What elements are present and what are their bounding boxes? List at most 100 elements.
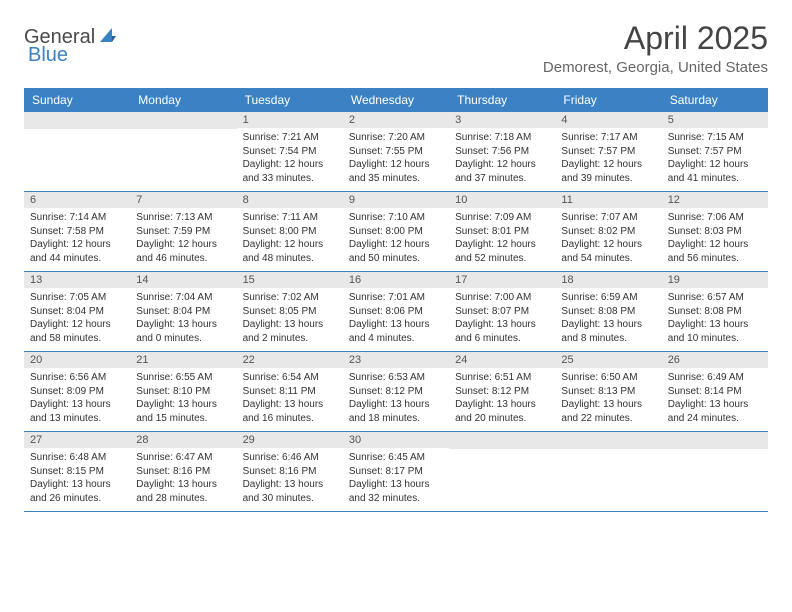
daylight-text: Daylight: 13 hours and 15 minutes. (136, 398, 230, 425)
daylight-text: Daylight: 13 hours and 30 minutes. (243, 478, 337, 505)
calendar-row: 20Sunrise: 6:56 AMSunset: 8:09 PMDayligh… (24, 352, 768, 432)
daylight-text: Daylight: 12 hours and 33 minutes. (243, 158, 337, 185)
sunrise-text: Sunrise: 7:13 AM (136, 211, 230, 225)
calendar-row: 1Sunrise: 7:21 AMSunset: 7:54 PMDaylight… (24, 112, 768, 192)
day-number (449, 432, 555, 449)
daylight-text: Daylight: 13 hours and 32 minutes. (349, 478, 443, 505)
sunrise-text: Sunrise: 6:57 AM (668, 291, 762, 305)
daylight-text: Daylight: 12 hours and 44 minutes. (30, 238, 124, 265)
day-number: 19 (662, 272, 768, 288)
location-text: Demorest, Georgia, United States (543, 59, 768, 76)
daylight-text: Daylight: 12 hours and 41 minutes. (668, 158, 762, 185)
sunset-text: Sunset: 8:17 PM (349, 465, 443, 479)
calendar-cell: 2Sunrise: 7:20 AMSunset: 7:55 PMDaylight… (343, 112, 449, 191)
calendar-cell: 4 Sunrise: 7:17 AMSunset: 7:57 PMDaylight… (555, 112, 661, 191)
calendar-cell: 10Sunrise: 7:09 AMSunset: 8:01 PMDayligh… (449, 192, 555, 271)
day-number: 1 (237, 112, 343, 128)
daylight-text: Daylight: 13 hours and 28 minutes. (136, 478, 230, 505)
calendar-cell: 26Sunrise: 6:49 AMSunset: 8:14 PMDayligh… (662, 352, 768, 431)
day-number: 5 (662, 112, 768, 128)
daylight-text: Daylight: 13 hours and 24 minutes. (668, 398, 762, 425)
day-number: 29 (237, 432, 343, 448)
sunset-text: Sunset: 8:09 PM (30, 385, 124, 399)
day-details: Sunrise: 6:46 AMSunset: 8:16 PMDaylight:… (237, 448, 343, 511)
sunrise-text: Sunrise: 6:51 AM (455, 371, 549, 385)
sunset-text: Sunset: 8:04 PM (30, 305, 124, 319)
day-number (662, 432, 768, 449)
day-header: Sunday (24, 88, 130, 112)
sunset-text: Sunset: 8:10 PM (136, 385, 230, 399)
sunrise-text: Sunrise: 7:04 AM (136, 291, 230, 305)
day-number: 13 (24, 272, 130, 288)
daylight-text: Daylight: 13 hours and 22 minutes. (561, 398, 655, 425)
daylight-text: Daylight: 13 hours and 20 minutes. (455, 398, 549, 425)
sunrise-text: Sunrise: 6:56 AM (30, 371, 124, 385)
sunset-text: Sunset: 8:11 PM (243, 385, 337, 399)
day-number: 24 (449, 352, 555, 368)
logo-line2: Blue (28, 44, 68, 67)
daylight-text: Daylight: 12 hours and 39 minutes. (561, 158, 655, 185)
sunset-text: Sunset: 8:00 PM (349, 225, 443, 239)
sunrise-text: Sunrise: 6:46 AM (243, 451, 337, 465)
calendar-cell: 8Sunrise: 7:11 AMSunset: 8:00 PMDaylight… (237, 192, 343, 271)
sunrise-text: Sunrise: 7:10 AM (349, 211, 443, 225)
day-number: 27 (24, 432, 130, 448)
sunrise-text: Sunrise: 7:06 AM (668, 211, 762, 225)
day-number: 6 (24, 192, 130, 208)
daylight-text: Daylight: 13 hours and 8 minutes. (561, 318, 655, 345)
sunset-text: Sunset: 7:59 PM (136, 225, 230, 239)
day-details: Sunrise: 7:15 AMSunset: 7:57 PMDaylight:… (662, 128, 768, 191)
daylight-text: Daylight: 12 hours and 56 minutes. (668, 238, 762, 265)
sunset-text: Sunset: 7:57 PM (561, 145, 655, 159)
day-details: Sunrise: 6:54 AMSunset: 8:11 PMDaylight:… (237, 368, 343, 431)
day-header: Wednesday (343, 88, 449, 112)
day-details: Sunrise: 6:53 AMSunset: 8:12 PMDaylight:… (343, 368, 449, 431)
daylight-text: Daylight: 13 hours and 6 minutes. (455, 318, 549, 345)
day-details: Sunrise: 7:04 AMSunset: 8:04 PMDaylight:… (130, 288, 236, 351)
daylight-text: Daylight: 12 hours and 35 minutes. (349, 158, 443, 185)
calendar-cell: 7Sunrise: 7:13 AMSunset: 7:59 PMDaylight… (130, 192, 236, 271)
calendar-cell: 23Sunrise: 6:53 AMSunset: 8:12 PMDayligh… (343, 352, 449, 431)
sunset-text: Sunset: 8:07 PM (455, 305, 549, 319)
sunset-text: Sunset: 7:57 PM (668, 145, 762, 159)
sunset-text: Sunset: 8:02 PM (561, 225, 655, 239)
day-number: 22 (237, 352, 343, 368)
day-details: Sunrise: 6:51 AMSunset: 8:12 PMDaylight:… (449, 368, 555, 431)
day-number: 7 (130, 192, 236, 208)
sunrise-text: Sunrise: 7:15 AM (668, 131, 762, 145)
calendar-row: 27Sunrise: 6:48 AMSunset: 8:15 PMDayligh… (24, 432, 768, 512)
day-number: 2 (343, 112, 449, 128)
calendar-cell: 11Sunrise: 7:07 AMSunset: 8:02 PMDayligh… (555, 192, 661, 271)
sunset-text: Sunset: 7:54 PM (243, 145, 337, 159)
day-details: Sunrise: 6:59 AMSunset: 8:08 PMDaylight:… (555, 288, 661, 351)
day-details: Sunrise: 6:48 AMSunset: 8:15 PMDaylight:… (24, 448, 130, 511)
calendar-cell-empty (555, 432, 661, 511)
day-number: 15 (237, 272, 343, 288)
daylight-text: Daylight: 12 hours and 48 minutes. (243, 238, 337, 265)
day-details: Sunrise: 7:09 AMSunset: 8:01 PMDaylight:… (449, 208, 555, 271)
sunset-text: Sunset: 8:13 PM (561, 385, 655, 399)
day-number (555, 432, 661, 449)
sunset-text: Sunset: 8:08 PM (561, 305, 655, 319)
daylight-text: Daylight: 12 hours and 52 minutes. (455, 238, 549, 265)
calendar-header-row: SundayMondayTuesdayWednesdayThursdayFrid… (24, 88, 768, 112)
calendar-cell-empty (24, 112, 130, 191)
sunrise-text: Sunrise: 7:07 AM (561, 211, 655, 225)
day-number: 4 (555, 112, 661, 128)
day-details: Sunrise: 7:18 AMSunset: 7:56 PMDaylight:… (449, 128, 555, 191)
calendar-body: 1Sunrise: 7:21 AMSunset: 7:54 PMDaylight… (24, 112, 768, 512)
daylight-text: Daylight: 13 hours and 2 minutes. (243, 318, 337, 345)
sunrise-text: Sunrise: 6:47 AM (136, 451, 230, 465)
sunset-text: Sunset: 8:05 PM (243, 305, 337, 319)
day-number: 26 (662, 352, 768, 368)
day-details: Sunrise: 6:50 AMSunset: 8:13 PMDaylight:… (555, 368, 661, 431)
calendar-cell: 17Sunrise: 7:00 AMSunset: 8:07 PMDayligh… (449, 272, 555, 351)
day-details: Sunrise: 6:55 AMSunset: 8:10 PMDaylight:… (130, 368, 236, 431)
sunset-text: Sunset: 8:15 PM (30, 465, 124, 479)
day-number: 25 (555, 352, 661, 368)
sunset-text: Sunset: 8:16 PM (243, 465, 337, 479)
daylight-text: Daylight: 13 hours and 13 minutes. (30, 398, 124, 425)
sunrise-text: Sunrise: 7:17 AM (561, 131, 655, 145)
day-number: 20 (24, 352, 130, 368)
daylight-text: Daylight: 12 hours and 58 minutes. (30, 318, 124, 345)
